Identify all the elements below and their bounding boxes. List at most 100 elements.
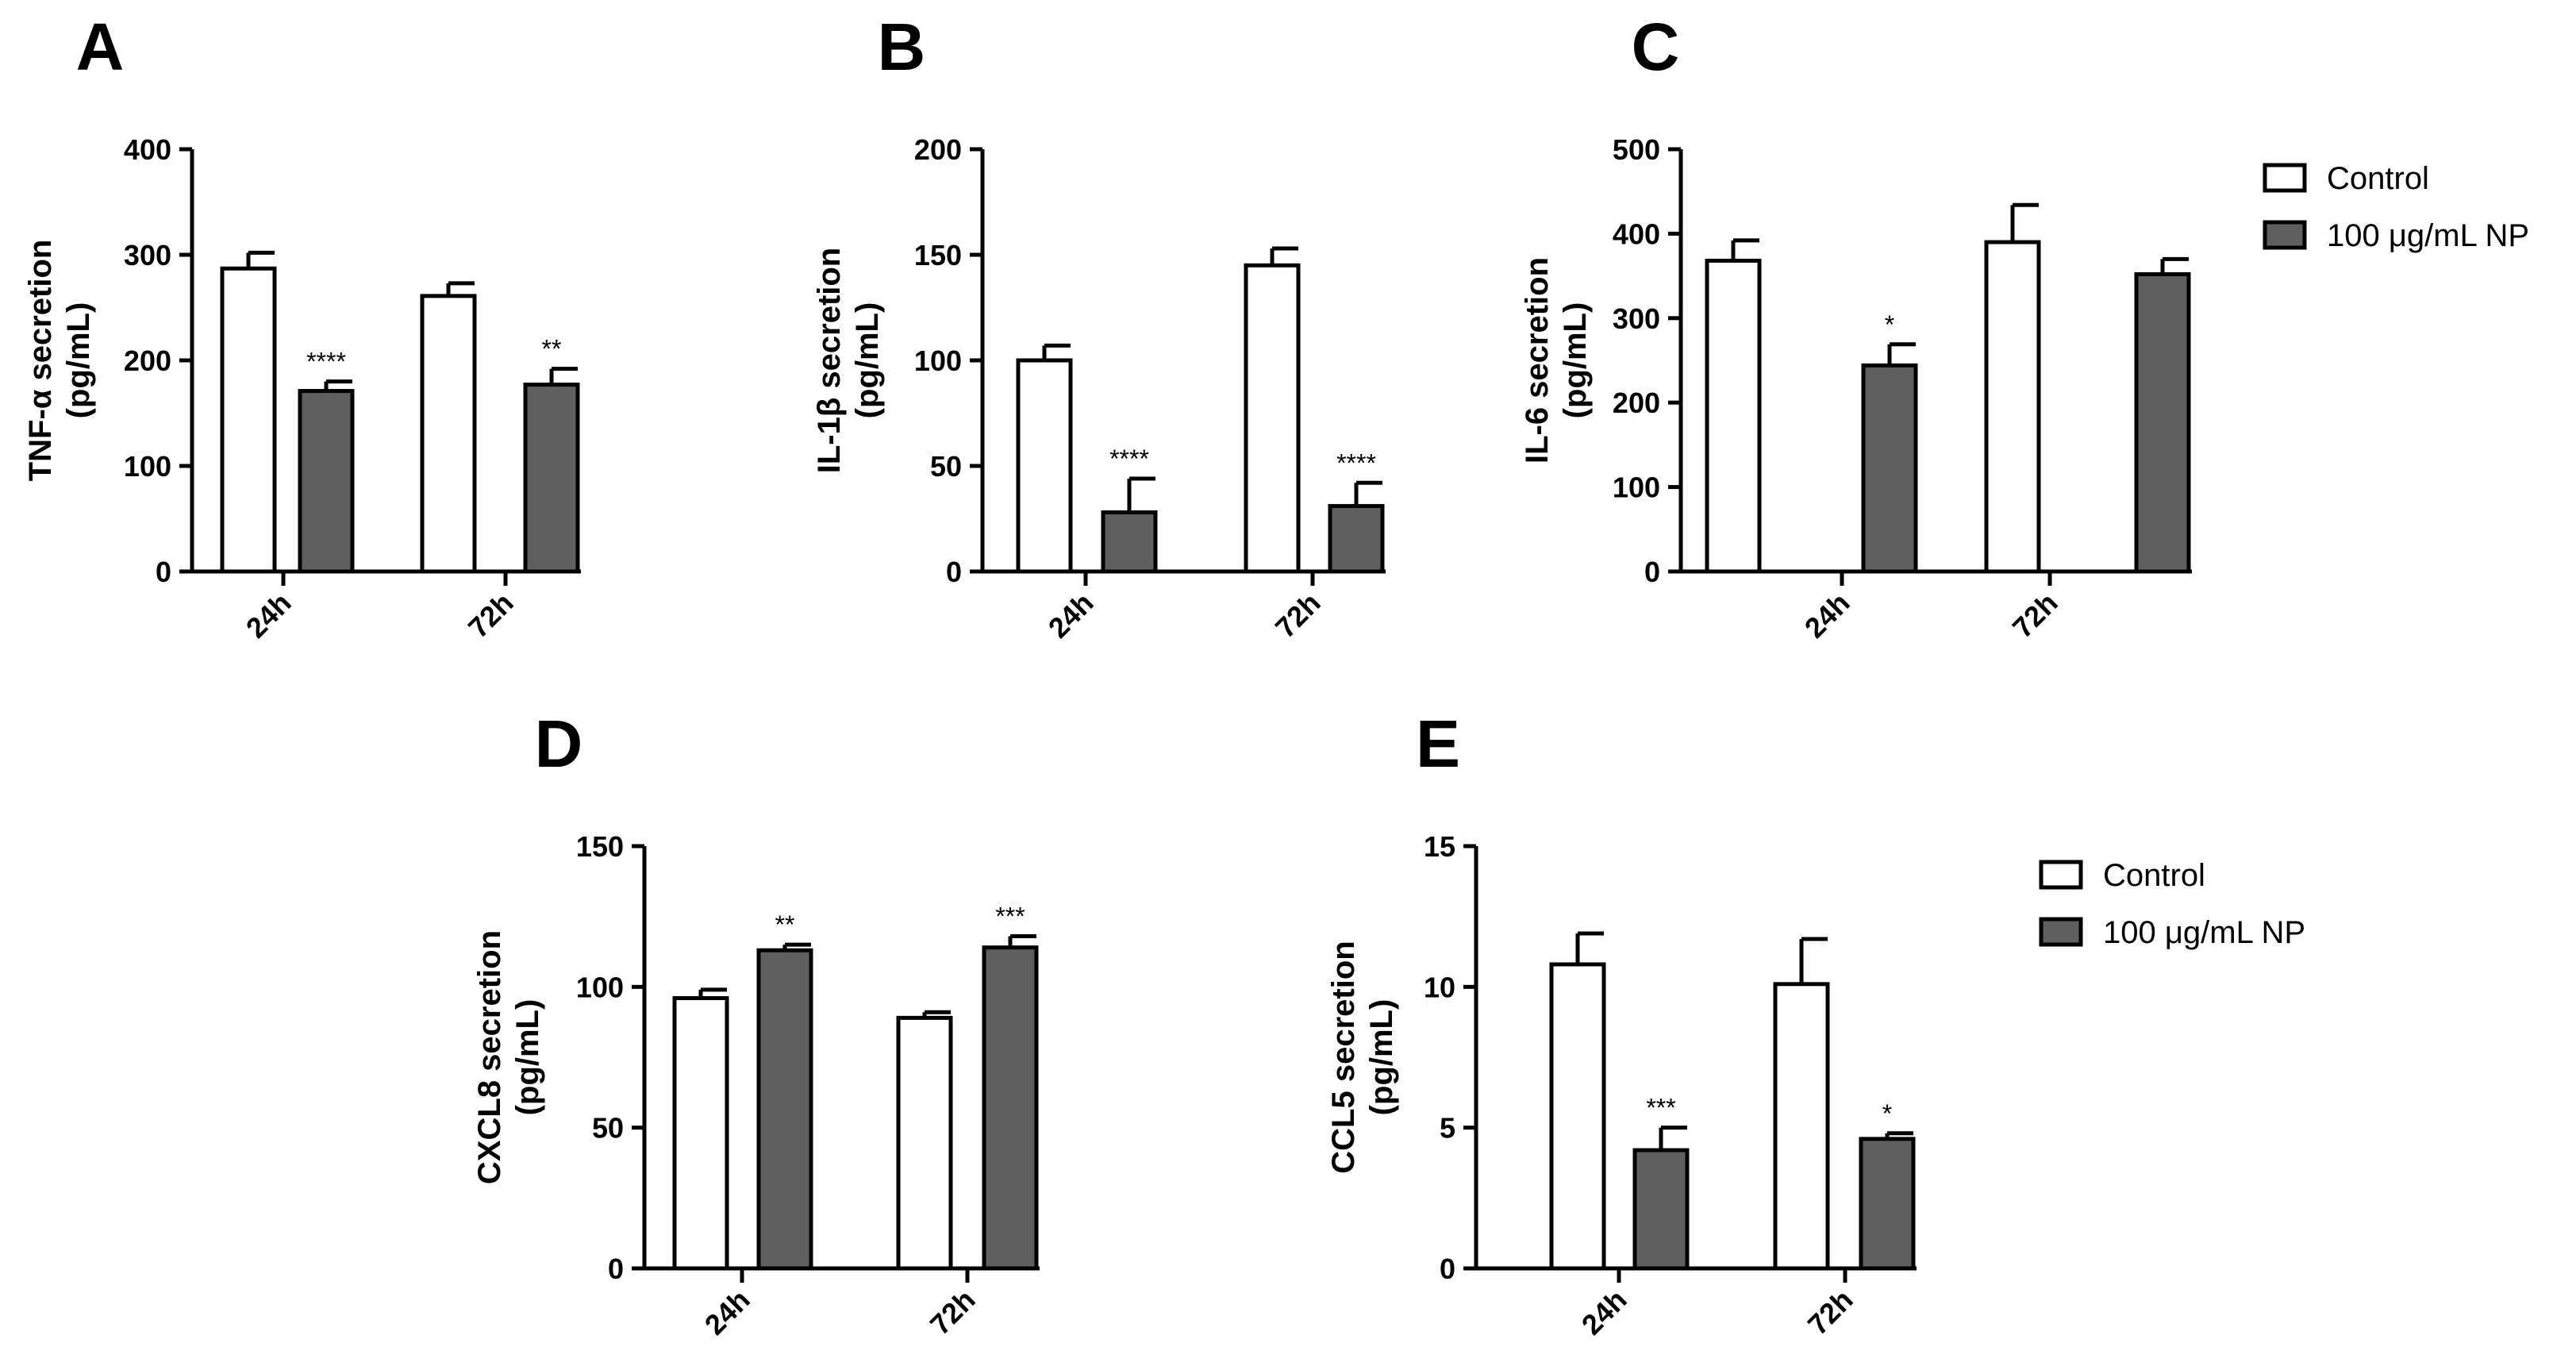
- bar-control-24h: [1549, 962, 1606, 1271]
- bar-control-24h: [1016, 358, 1073, 574]
- significance-label: ***: [1646, 1094, 1675, 1122]
- y-tick-label: 15: [1424, 830, 1455, 863]
- x-tick-label: 72h: [1801, 1283, 1859, 1341]
- bar-np-72h: [523, 383, 580, 574]
- y-tick-label: 400: [1613, 217, 1660, 250]
- significance-label: ****: [306, 348, 346, 376]
- legend-label: Control: [2103, 858, 2205, 893]
- x-tick-label: 24h: [1798, 587, 1856, 645]
- y-axis-label-line-2: (pg/mL): [1558, 302, 1593, 419]
- y-axis-label-line-2: (pg/mL): [510, 999, 545, 1116]
- bar-np-72h: [1859, 1137, 1916, 1271]
- y-tick-label: 100: [576, 971, 624, 1003]
- y-axis-label: IL-6 secretion (pg/mL): [1520, 257, 1593, 464]
- panel-letter: C: [1632, 10, 1680, 84]
- y-tick-label: 0: [156, 556, 171, 588]
- bar-np-72h: [1328, 504, 1385, 574]
- y-axis-label-line-1: CCL5 secretion: [1326, 941, 1361, 1173]
- bar-np-72h: [2134, 271, 2191, 574]
- y-tick-label: 0: [1644, 556, 1660, 588]
- chart-panel-b: B IL-1β secretion (pg/mL) **** **** 0 50 100 150…: [812, 10, 1386, 645]
- bar-np-24h: [1632, 1148, 1690, 1271]
- panel-letter: D: [535, 706, 583, 781]
- y-tick-label: 0: [946, 556, 962, 588]
- y-tick-label: 200: [914, 133, 962, 166]
- legend-label: 100 μg/mL NP: [2103, 915, 2305, 950]
- y-axis-label-line-2: (pg/mL): [1364, 999, 1399, 1116]
- panel-letter: E: [1416, 706, 1460, 781]
- y-tick-label: 50: [592, 1112, 624, 1145]
- x-tick-label: 72h: [462, 587, 520, 645]
- panel-letter: A: [76, 10, 125, 84]
- legend-2: Control 100 μg/mL NP: [2039, 858, 2305, 950]
- y-tick-label: 500: [1613, 133, 1660, 166]
- legend-swatch-control: [2039, 860, 2083, 890]
- y-axis-label: CXCL8 secretion (pg/mL): [472, 930, 545, 1184]
- significance-label: *: [1882, 1099, 1892, 1128]
- bar-control-72h: [896, 1015, 953, 1271]
- significance-label: ****: [1336, 448, 1376, 477]
- y-tick-label: 200: [1613, 387, 1660, 419]
- bar-np-24h: [298, 389, 355, 574]
- y-tick-label: 150: [914, 239, 962, 271]
- y-tick-label: 50: [930, 450, 962, 483]
- significance-label: **: [542, 335, 562, 364]
- bar-control-24h: [1705, 258, 1762, 574]
- legend-label: 100 μg/mL NP: [2327, 218, 2529, 253]
- y-tick-label: 0: [608, 1253, 624, 1285]
- chart-panel-c: C IL-6 secretion (pg/mL) * 0 100 200 300 400 500 2…: [1520, 10, 2192, 645]
- x-tick-label: 24h: [698, 1283, 756, 1341]
- legend-swatch-np: [2263, 220, 2307, 250]
- bar-np-24h: [1861, 363, 1918, 574]
- y-tick-label: 300: [124, 239, 171, 271]
- legend-label: Control: [2327, 161, 2429, 196]
- significance-label: ***: [995, 902, 1025, 930]
- legends-group: Control 100 μg/mL NP Control 100 μg/mL NP: [2039, 161, 2529, 950]
- y-tick-label: 10: [1424, 971, 1455, 1003]
- bar-control-72h: [420, 294, 477, 574]
- bar-control-24h: [672, 996, 729, 1271]
- y-tick-label: 100: [914, 344, 962, 377]
- bar-control-24h: [220, 266, 277, 574]
- y-axis-label: TNF-α secretion (pg/mL): [23, 240, 96, 482]
- y-axis-label-line-2: (pg/mL): [850, 302, 885, 419]
- y-tick-label: 400: [124, 133, 171, 166]
- legend-swatch-np: [2039, 917, 2083, 947]
- x-tick-label: 24h: [1042, 587, 1100, 645]
- y-axis-label-line-1: TNF-α secretion: [23, 240, 58, 482]
- significance-label: **: [775, 910, 795, 939]
- bar-np-72h: [982, 945, 1039, 1271]
- y-axis-label-line-1: CXCL8 secretion: [472, 930, 507, 1184]
- significance-label: *: [1885, 310, 1894, 339]
- y-axis-label: CCL5 secretion (pg/mL): [1326, 941, 1399, 1173]
- y-tick-label: 150: [576, 830, 624, 863]
- y-axis-label-line-1: IL-6 secretion: [1520, 257, 1555, 464]
- x-tick-label: 24h: [240, 587, 298, 645]
- significance-label: ****: [1109, 444, 1149, 473]
- y-axis-label-line-2: (pg/mL): [61, 302, 96, 419]
- y-tick-label: 100: [1613, 471, 1660, 504]
- y-tick-label: 5: [1440, 1112, 1455, 1145]
- legend-1: Control 100 μg/mL NP: [2263, 161, 2529, 253]
- y-axis-label: IL-1β secretion (pg/mL): [812, 248, 885, 474]
- bar-np-24h: [1101, 510, 1158, 574]
- x-tick-label: 72h: [2006, 587, 2064, 645]
- bar-np-24h: [756, 948, 813, 1271]
- y-tick-label: 100: [124, 450, 171, 483]
- bar-control-72h: [1773, 982, 1830, 1271]
- bar-control-72h: [1244, 263, 1301, 574]
- y-axis-label-line-1: IL-1β secretion: [812, 248, 847, 474]
- y-tick-label: 300: [1613, 302, 1660, 335]
- panel-letter: B: [878, 10, 926, 84]
- legend-swatch-control: [2263, 163, 2307, 193]
- x-tick-label: 72h: [924, 1283, 982, 1341]
- y-tick-label: 0: [1440, 1253, 1455, 1285]
- x-tick-label: 72h: [1269, 587, 1327, 645]
- bar-control-72h: [1984, 240, 2041, 574]
- y-tick-label: 200: [124, 344, 171, 377]
